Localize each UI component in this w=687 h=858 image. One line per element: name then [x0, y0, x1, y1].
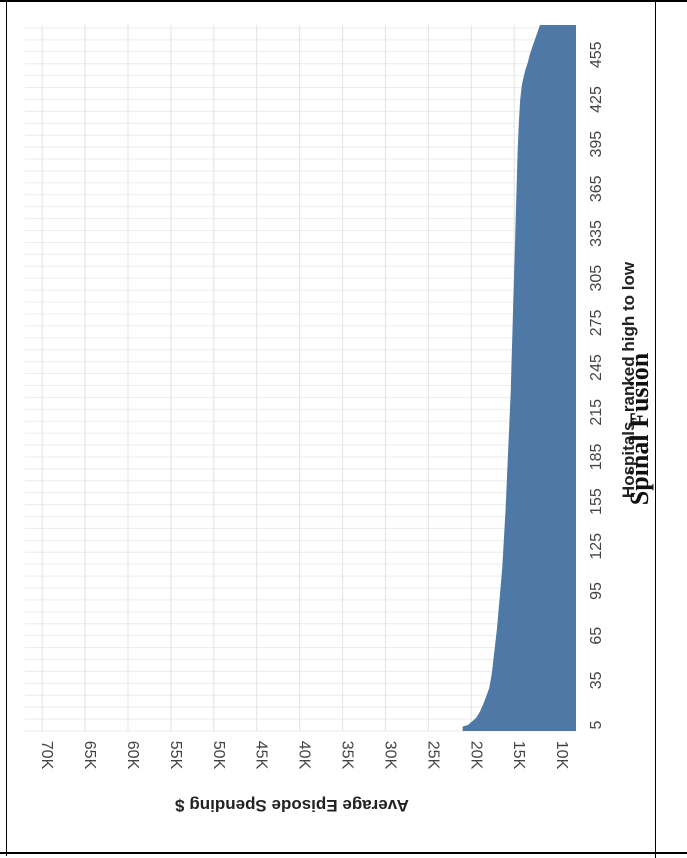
x-tick-label: 35 — [588, 671, 605, 689]
x-tick-label: 215 — [588, 399, 605, 426]
y-tick-label: 55K — [167, 741, 184, 770]
frame-top-border — [0, 0, 687, 2]
figure-caption: Spinal Fusion — [600, 10, 680, 848]
x-tick-label: 395 — [588, 131, 605, 158]
y-tick-label: 20K — [467, 741, 484, 770]
plot-area — [462, 25, 576, 731]
y-tick-label: 15K — [510, 741, 527, 770]
y-tick-label: 60K — [124, 741, 141, 770]
y-tick-label: 40K — [296, 741, 313, 770]
y-tick-label: 30K — [382, 741, 399, 770]
y-tick-label: 45K — [253, 741, 270, 770]
y-tick-label: 35K — [339, 741, 356, 770]
x-tick-label: 125 — [588, 533, 605, 560]
y-tick-label: 10K — [553, 741, 570, 770]
x-axis-label: Hospitals, ranked high to low — [619, 261, 638, 498]
x-tick-label: 245 — [588, 354, 605, 381]
x-tick-label: 5 — [588, 720, 605, 729]
y-tick-label: 50K — [210, 741, 227, 770]
x-tick-label: 95 — [588, 582, 605, 600]
y-tick-label: 65K — [81, 741, 98, 770]
x-tick-label: 65 — [588, 627, 605, 645]
y-tick-label: 70K — [38, 741, 55, 770]
x-tick-label: 335 — [588, 220, 605, 247]
frame-right-border — [655, 0, 656, 858]
x-tick-label: 425 — [588, 86, 605, 113]
x-tick-label: 275 — [588, 309, 605, 336]
frame-bottom-border — [0, 852, 687, 854]
x-tick-label: 305 — [588, 265, 605, 292]
x-tick-label: 455 — [588, 41, 605, 68]
frame-left-border — [6, 0, 7, 856]
x-tick-label: 155 — [588, 488, 605, 515]
x-tick-label: 185 — [588, 443, 605, 470]
grid — [25, 25, 576, 732]
caption-text: Spinal Fusion — [625, 352, 654, 506]
y-tick-label: 25K — [424, 741, 441, 770]
y-axis-ticks: 10K 15K 20K 25K 30K 35K 40K 45K 50K 55K 60K 65K 70K — [38, 741, 570, 770]
x-axis-ticks: 5 35 65 95 125 155 185 215 245 275 305 335 365 395 425… — [588, 41, 605, 729]
x-tick-label: 365 — [588, 175, 605, 202]
y-axis-label: Average Episode Spending $ — [175, 796, 409, 815]
spending-area — [462, 25, 576, 731]
